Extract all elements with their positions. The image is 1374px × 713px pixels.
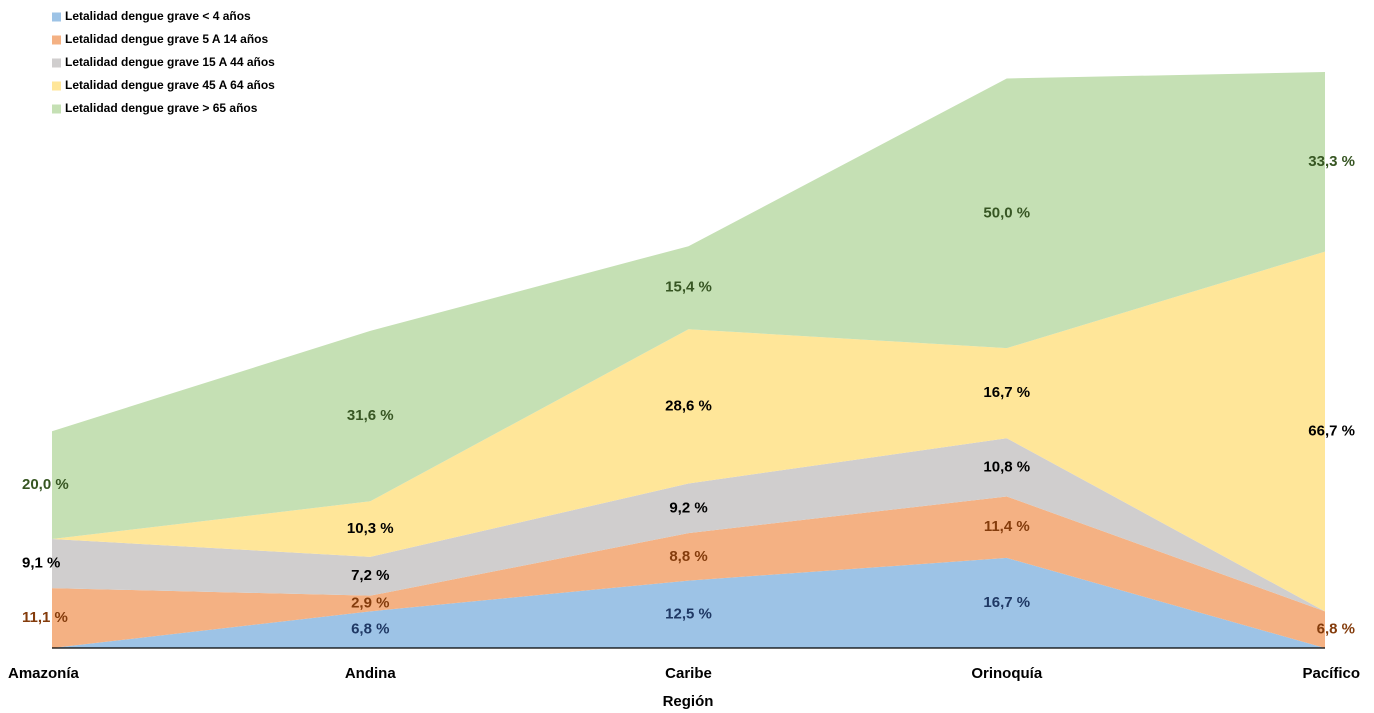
data-label: 11,4 % bbox=[984, 518, 1030, 535]
data-label: 15,4 % bbox=[665, 279, 712, 296]
data-label: 11,1 % bbox=[22, 609, 68, 626]
data-label: 6,8 % bbox=[351, 621, 389, 638]
x-axis-title: Región bbox=[663, 693, 714, 710]
data-label: 8,8 % bbox=[669, 548, 707, 565]
legend-label: Letalidad dengue grave 5 A 14 años bbox=[65, 32, 269, 46]
data-label: 50,0 % bbox=[983, 204, 1030, 221]
data-label: 10,8 % bbox=[983, 458, 1030, 475]
areas bbox=[52, 72, 1325, 648]
legend-swatch bbox=[52, 104, 61, 114]
legend-swatch bbox=[52, 81, 61, 91]
legend-label: Letalidad dengue grave 15 A 44 años bbox=[65, 55, 275, 69]
area bbox=[52, 496, 1325, 648]
data-label: 2,9 % bbox=[351, 594, 389, 611]
data-labels: 6,8 % 12,5 % 16,7 % 11,1 % 2,9 % 8,8 % 11,4 % 6… bbox=[22, 153, 1355, 638]
area bbox=[52, 251, 1325, 612]
data-label: 9,1 % bbox=[22, 555, 60, 572]
data-label: 16,7 % bbox=[983, 594, 1030, 611]
area bbox=[52, 72, 1325, 540]
data-label: 66,7 % bbox=[1308, 422, 1355, 439]
data-label: 10,3 % bbox=[347, 520, 394, 537]
data-label: 20,0 % bbox=[22, 476, 69, 493]
data-label: 28,6 % bbox=[665, 397, 712, 414]
legend-label: Letalidad dengue grave 45 A 64 años bbox=[65, 78, 275, 92]
x-tick-label: Caribe bbox=[665, 665, 712, 682]
legend-label: Letalidad dengue grave < 4 años bbox=[65, 9, 251, 23]
x-tick-label: Pacífico bbox=[1302, 665, 1360, 682]
x-tick-label: Andina bbox=[345, 665, 396, 682]
data-label: 31,6 % bbox=[347, 407, 394, 424]
data-label: 16,7 % bbox=[983, 384, 1030, 401]
x-tick-label: Orinoquía bbox=[971, 665, 1042, 682]
data-label: 33,3 % bbox=[1308, 153, 1355, 170]
data-label: 9,2 % bbox=[669, 499, 707, 516]
legend-label: Letalidad dengue grave > 65 años bbox=[65, 101, 258, 115]
area bbox=[52, 438, 1325, 612]
area bbox=[52, 557, 1325, 648]
legend-swatch bbox=[52, 12, 61, 22]
legend: Letalidad dengue grave < 4 años Letalidad… bbox=[52, 9, 275, 115]
x-tick-label: Amazonía bbox=[8, 665, 80, 682]
legend-swatch bbox=[52, 58, 61, 68]
data-label: 12,5 % bbox=[665, 605, 712, 622]
data-label: 7,2 % bbox=[351, 567, 389, 584]
legend-swatch bbox=[52, 35, 61, 45]
data-label: 6,8 % bbox=[1317, 621, 1355, 638]
